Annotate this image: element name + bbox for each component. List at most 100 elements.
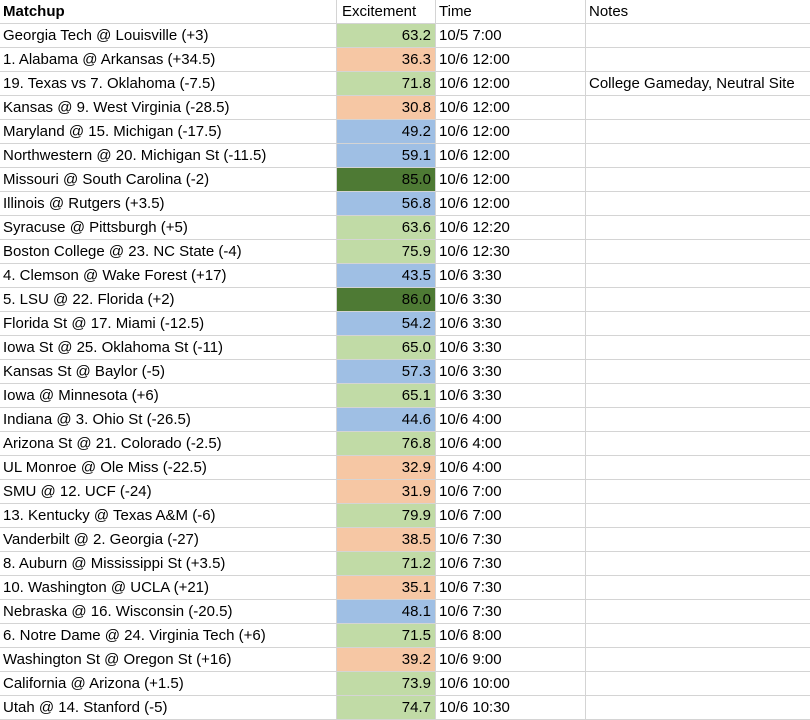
time-cell[interactable]: 10/6 3:30 (436, 336, 586, 360)
notes-cell[interactable] (586, 168, 810, 192)
time-cell[interactable]: 10/6 12:00 (436, 120, 586, 144)
excitement-cell[interactable]: 56.8 (337, 192, 436, 216)
excitement-cell[interactable]: 73.9 (337, 672, 436, 696)
notes-cell[interactable] (586, 312, 810, 336)
matchup-cell[interactable]: Boston College @ 23. NC State (-4) (0, 240, 337, 264)
excitement-cell[interactable]: 71.5 (337, 624, 436, 648)
matchup-cell[interactable]: Syracuse @ Pittsburgh (+5) (0, 216, 337, 240)
excitement-cell[interactable]: 79.9 (337, 504, 436, 528)
excitement-cell[interactable]: 35.1 (337, 576, 436, 600)
notes-cell[interactable] (586, 528, 810, 552)
excitement-cell[interactable]: 63.6 (337, 216, 436, 240)
time-cell[interactable]: 10/6 7:00 (436, 480, 586, 504)
notes-cell[interactable] (586, 264, 810, 288)
matchup-cell[interactable]: Vanderbilt @ 2. Georgia (-27) (0, 528, 337, 552)
excitement-cell[interactable]: 44.6 (337, 408, 436, 432)
matchup-cell[interactable]: 19. Texas vs 7. Oklahoma (-7.5) (0, 72, 337, 96)
time-cell[interactable]: 10/6 7:30 (436, 528, 586, 552)
notes-cell[interactable] (586, 408, 810, 432)
matchup-cell[interactable]: Florida St @ 17. Miami (-12.5) (0, 312, 337, 336)
time-cell[interactable]: 10/6 12:00 (436, 144, 586, 168)
excitement-cell[interactable]: 32.9 (337, 456, 436, 480)
excitement-cell[interactable]: 54.2 (337, 312, 436, 336)
matchup-cell[interactable]: California @ Arizona (+1.5) (0, 672, 337, 696)
excitement-cell[interactable]: 86.0 (337, 288, 436, 312)
excitement-cell[interactable]: 85.0 (337, 168, 436, 192)
excitement-cell[interactable]: 74.7 (337, 696, 436, 720)
matchup-cell[interactable]: Kansas St @ Baylor (-5) (0, 360, 337, 384)
time-cell[interactable]: 10/6 4:00 (436, 456, 586, 480)
time-cell[interactable]: 10/6 12:20 (436, 216, 586, 240)
notes-cell[interactable] (586, 432, 810, 456)
excitement-cell[interactable]: 75.9 (337, 240, 436, 264)
notes-cell[interactable] (586, 576, 810, 600)
excitement-cell[interactable]: 43.5 (337, 264, 436, 288)
matchup-cell[interactable]: SMU @ 12. UCF (-24) (0, 480, 337, 504)
time-cell[interactable]: 10/5 7:00 (436, 24, 586, 48)
matchup-cell[interactable]: Northwestern @ 20. Michigan St (-11.5) (0, 144, 337, 168)
excitement-cell[interactable]: 57.3 (337, 360, 436, 384)
notes-cell[interactable] (586, 600, 810, 624)
header-time-cell[interactable]: Time (436, 0, 586, 24)
notes-cell[interactable] (586, 480, 810, 504)
notes-cell[interactable] (586, 288, 810, 312)
time-cell[interactable]: 10/6 12:30 (436, 240, 586, 264)
notes-cell[interactable] (586, 696, 810, 720)
excitement-cell[interactable]: 65.1 (337, 384, 436, 408)
matchup-cell[interactable]: Maryland @ 15. Michigan (-17.5) (0, 120, 337, 144)
matchup-cell[interactable]: Washington St @ Oregon St (+16) (0, 648, 337, 672)
excitement-cell[interactable]: 49.2 (337, 120, 436, 144)
excitement-cell[interactable]: 71.2 (337, 552, 436, 576)
matchup-cell[interactable]: Indiana @ 3. Ohio St (-26.5) (0, 408, 337, 432)
time-cell[interactable]: 10/6 10:00 (436, 672, 586, 696)
notes-cell[interactable] (586, 624, 810, 648)
matchup-cell[interactable]: 5. LSU @ 22. Florida (+2) (0, 288, 337, 312)
matchup-cell[interactable]: 10. Washington @ UCLA (+21) (0, 576, 337, 600)
notes-cell[interactable] (586, 96, 810, 120)
notes-cell[interactable] (586, 216, 810, 240)
time-cell[interactable]: 10/6 12:00 (436, 72, 586, 96)
excitement-cell[interactable]: 63.2 (337, 24, 436, 48)
time-cell[interactable]: 10/6 12:00 (436, 48, 586, 72)
time-cell[interactable]: 10/6 10:30 (436, 696, 586, 720)
matchup-cell[interactable]: Utah @ 14. Stanford (-5) (0, 696, 337, 720)
time-cell[interactable]: 10/6 7:30 (436, 576, 586, 600)
excitement-cell[interactable]: 31.9 (337, 480, 436, 504)
time-cell[interactable]: 10/6 3:30 (436, 264, 586, 288)
excitement-cell[interactable]: 38.5 (337, 528, 436, 552)
notes-cell[interactable] (586, 648, 810, 672)
time-cell[interactable]: 10/6 3:30 (436, 360, 586, 384)
notes-cell[interactable] (586, 552, 810, 576)
time-cell[interactable]: 10/6 4:00 (436, 432, 586, 456)
time-cell[interactable]: 10/6 4:00 (436, 408, 586, 432)
excitement-cell[interactable]: 30.8 (337, 96, 436, 120)
excitement-cell[interactable]: 71.8 (337, 72, 436, 96)
notes-cell[interactable] (586, 384, 810, 408)
notes-cell[interactable] (586, 240, 810, 264)
matchup-cell[interactable]: Illinois @ Rutgers (+3.5) (0, 192, 337, 216)
matchup-cell[interactable]: UL Monroe @ Ole Miss (-22.5) (0, 456, 337, 480)
time-cell[interactable]: 10/6 8:00 (436, 624, 586, 648)
time-cell[interactable]: 10/6 3:30 (436, 312, 586, 336)
matchup-cell[interactable]: 6. Notre Dame @ 24. Virginia Tech (+6) (0, 624, 337, 648)
time-cell[interactable]: 10/6 12:00 (436, 96, 586, 120)
excitement-cell[interactable]: 65.0 (337, 336, 436, 360)
matchup-cell[interactable]: 8. Auburn @ Mississippi St (+3.5) (0, 552, 337, 576)
notes-cell[interactable] (586, 360, 810, 384)
notes-cell[interactable] (586, 672, 810, 696)
time-cell[interactable]: 10/6 12:00 (436, 168, 586, 192)
matchup-cell[interactable]: Missouri @ South Carolina (-2) (0, 168, 337, 192)
matchup-cell[interactable]: 1. Alabama @ Arkansas (+34.5) (0, 48, 337, 72)
notes-cell[interactable] (586, 48, 810, 72)
matchup-cell[interactable]: Nebraska @ 16. Wisconsin (-20.5) (0, 600, 337, 624)
notes-cell[interactable] (586, 24, 810, 48)
header-notes-cell[interactable]: Notes (586, 0, 810, 24)
matchup-cell[interactable]: Georgia Tech @ Louisville (+3) (0, 24, 337, 48)
matchup-cell[interactable]: Iowa St @ 25. Oklahoma St (-11) (0, 336, 337, 360)
time-cell[interactable]: 10/6 12:00 (436, 192, 586, 216)
time-cell[interactable]: 10/6 3:30 (436, 288, 586, 312)
matchup-cell[interactable]: Iowa @ Minnesota (+6) (0, 384, 337, 408)
excitement-cell[interactable]: 39.2 (337, 648, 436, 672)
excitement-cell[interactable]: 48.1 (337, 600, 436, 624)
excitement-cell[interactable]: 59.1 (337, 144, 436, 168)
